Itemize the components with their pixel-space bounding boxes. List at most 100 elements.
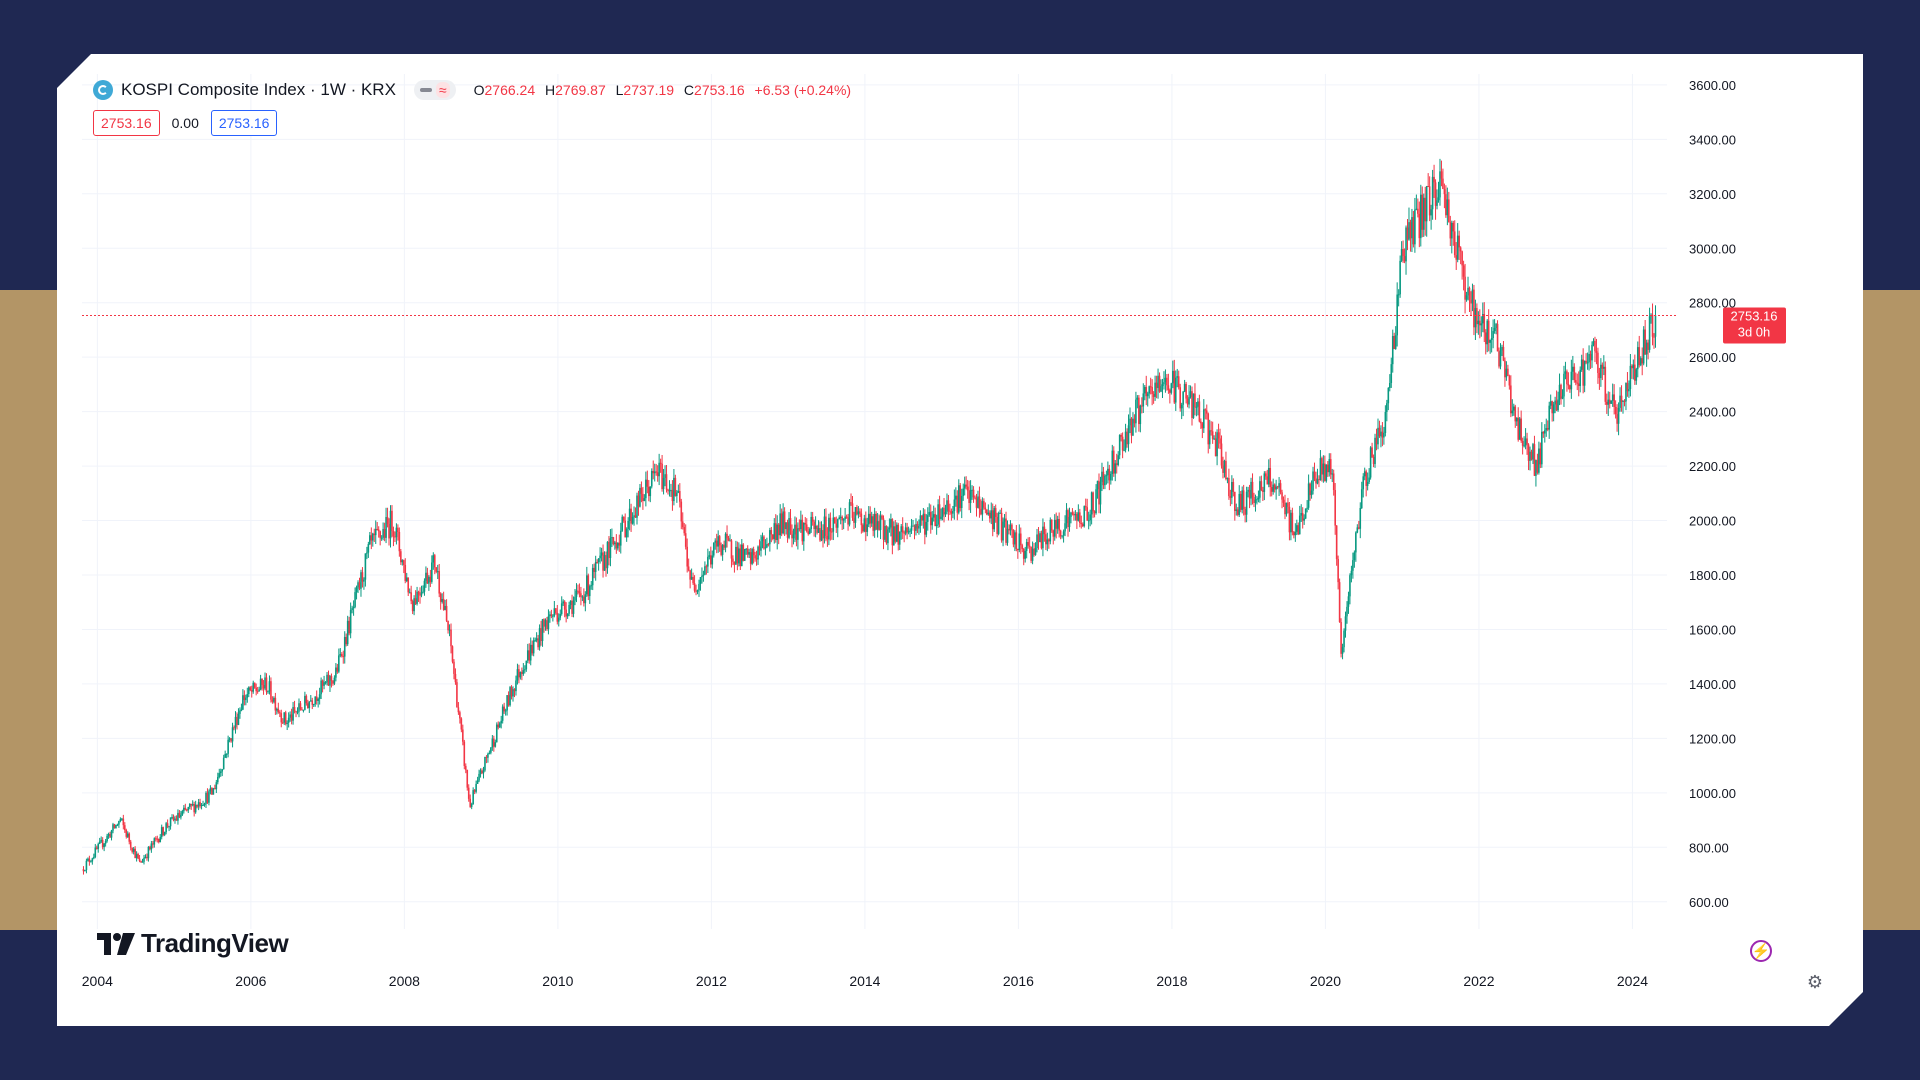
candle-body <box>1444 189 1446 194</box>
candle-body <box>171 817 173 818</box>
tradingview-logo[interactable]: TradingView <box>97 928 288 959</box>
candle-body <box>155 838 157 839</box>
candle-body <box>1182 392 1184 405</box>
symbol-title[interactable]: KOSPI Composite Index · 1W · KRX <box>121 80 396 99</box>
candle-body <box>509 687 511 705</box>
candle-body <box>1190 391 1192 397</box>
candle-body <box>340 654 342 655</box>
candle-body <box>1525 438 1527 445</box>
candle-body <box>713 543 715 556</box>
candle-body <box>1280 483 1282 492</box>
bid-ask-boxes: 2753.16 0.00 2753.16 <box>93 110 277 136</box>
candle-body <box>1163 382 1165 384</box>
candle-body <box>1287 503 1289 507</box>
candle-body <box>1033 549 1035 555</box>
candle-body <box>1591 345 1593 360</box>
candle-body <box>556 613 558 622</box>
candle-body <box>1016 532 1018 549</box>
candle-body <box>670 490 672 491</box>
candle-body <box>968 491 970 503</box>
candle-body <box>1640 358 1642 365</box>
candle-body <box>1520 419 1522 441</box>
candle-body <box>931 518 933 526</box>
candle-body <box>548 616 550 629</box>
candle-body <box>180 815 182 818</box>
candle-body <box>1553 404 1555 413</box>
candle-body <box>647 480 649 487</box>
candle-body <box>986 509 988 514</box>
candle-body <box>685 533 687 547</box>
candle-body <box>772 534 774 539</box>
gear-icon[interactable]: ⚙ <box>1806 972 1824 992</box>
candle-body <box>185 808 187 810</box>
candle-body <box>852 503 854 517</box>
candle-body <box>273 698 275 702</box>
candle-body <box>884 526 886 540</box>
candle-body <box>918 526 920 529</box>
candle-body <box>1543 432 1545 434</box>
candle-body <box>737 547 739 564</box>
ohlc-values: O2766.24 H2769.87 L2737.19 C2753.16 +6.5… <box>473 82 852 98</box>
candle-body <box>84 870 86 871</box>
candle-body <box>828 518 830 540</box>
candle-body <box>1206 410 1208 413</box>
candle-body <box>462 729 464 741</box>
candle-body <box>1007 529 1009 543</box>
visibility-toggle[interactable]: ≈ <box>414 80 456 100</box>
candle-body <box>391 511 393 531</box>
open-value: 2766.24 <box>484 82 536 98</box>
candle-body <box>934 514 936 526</box>
candle-body <box>610 538 612 558</box>
candle-body <box>1380 432 1382 437</box>
candle-body <box>837 519 839 527</box>
candle-body <box>955 496 957 500</box>
candle-body <box>924 514 926 535</box>
candle-body <box>1271 487 1273 492</box>
candle-body <box>853 518 855 523</box>
candle-body <box>1187 399 1189 405</box>
candle-body <box>201 805 203 806</box>
candle-body <box>1063 531 1065 535</box>
candle-body <box>1634 365 1636 381</box>
candle-body <box>112 824 114 830</box>
candle-body <box>582 597 584 598</box>
candle-body <box>1516 418 1518 422</box>
candle-body <box>487 754 489 758</box>
candle-body <box>1501 347 1503 351</box>
candle-body <box>1289 507 1291 532</box>
candle-body <box>480 770 482 773</box>
candle-body <box>478 774 480 781</box>
candle-body <box>711 555 713 564</box>
candle-body <box>1253 497 1255 503</box>
x-tick-label: 2020 <box>1310 973 1341 989</box>
candle-body <box>868 514 870 525</box>
candle-body <box>717 536 719 546</box>
candlestick-chart[interactable]: 600.00 800.00 1000.00 1200.00 1400.00 1600.00… <box>57 54 1863 1026</box>
candle-body <box>1458 236 1460 248</box>
candle-body <box>1119 435 1121 455</box>
candle-body <box>881 516 883 519</box>
candle-body <box>382 529 384 538</box>
candle-body <box>825 517 827 536</box>
candle-body <box>404 565 406 581</box>
candle-body <box>1373 457 1375 464</box>
candle-body <box>799 528 801 529</box>
candle-body <box>897 525 899 545</box>
candle-body <box>1092 492 1094 511</box>
candle-body <box>689 570 691 579</box>
buy-price-box[interactable]: 2753.16 <box>211 110 278 136</box>
candle-body <box>1172 371 1174 383</box>
candle-body <box>964 485 966 489</box>
candle-body <box>320 681 322 695</box>
sell-price-box[interactable]: 2753.16 <box>93 110 160 136</box>
candle-body <box>371 535 373 540</box>
lightning-icon[interactable]: ⚡ <box>1750 940 1772 962</box>
candle-body <box>503 707 505 712</box>
candle-body <box>546 620 548 629</box>
candle-body <box>577 591 579 592</box>
candle-body <box>537 638 539 647</box>
candle-body <box>409 592 411 593</box>
candle-body <box>896 525 898 542</box>
candle-body <box>356 587 358 592</box>
candle-body <box>534 640 536 641</box>
